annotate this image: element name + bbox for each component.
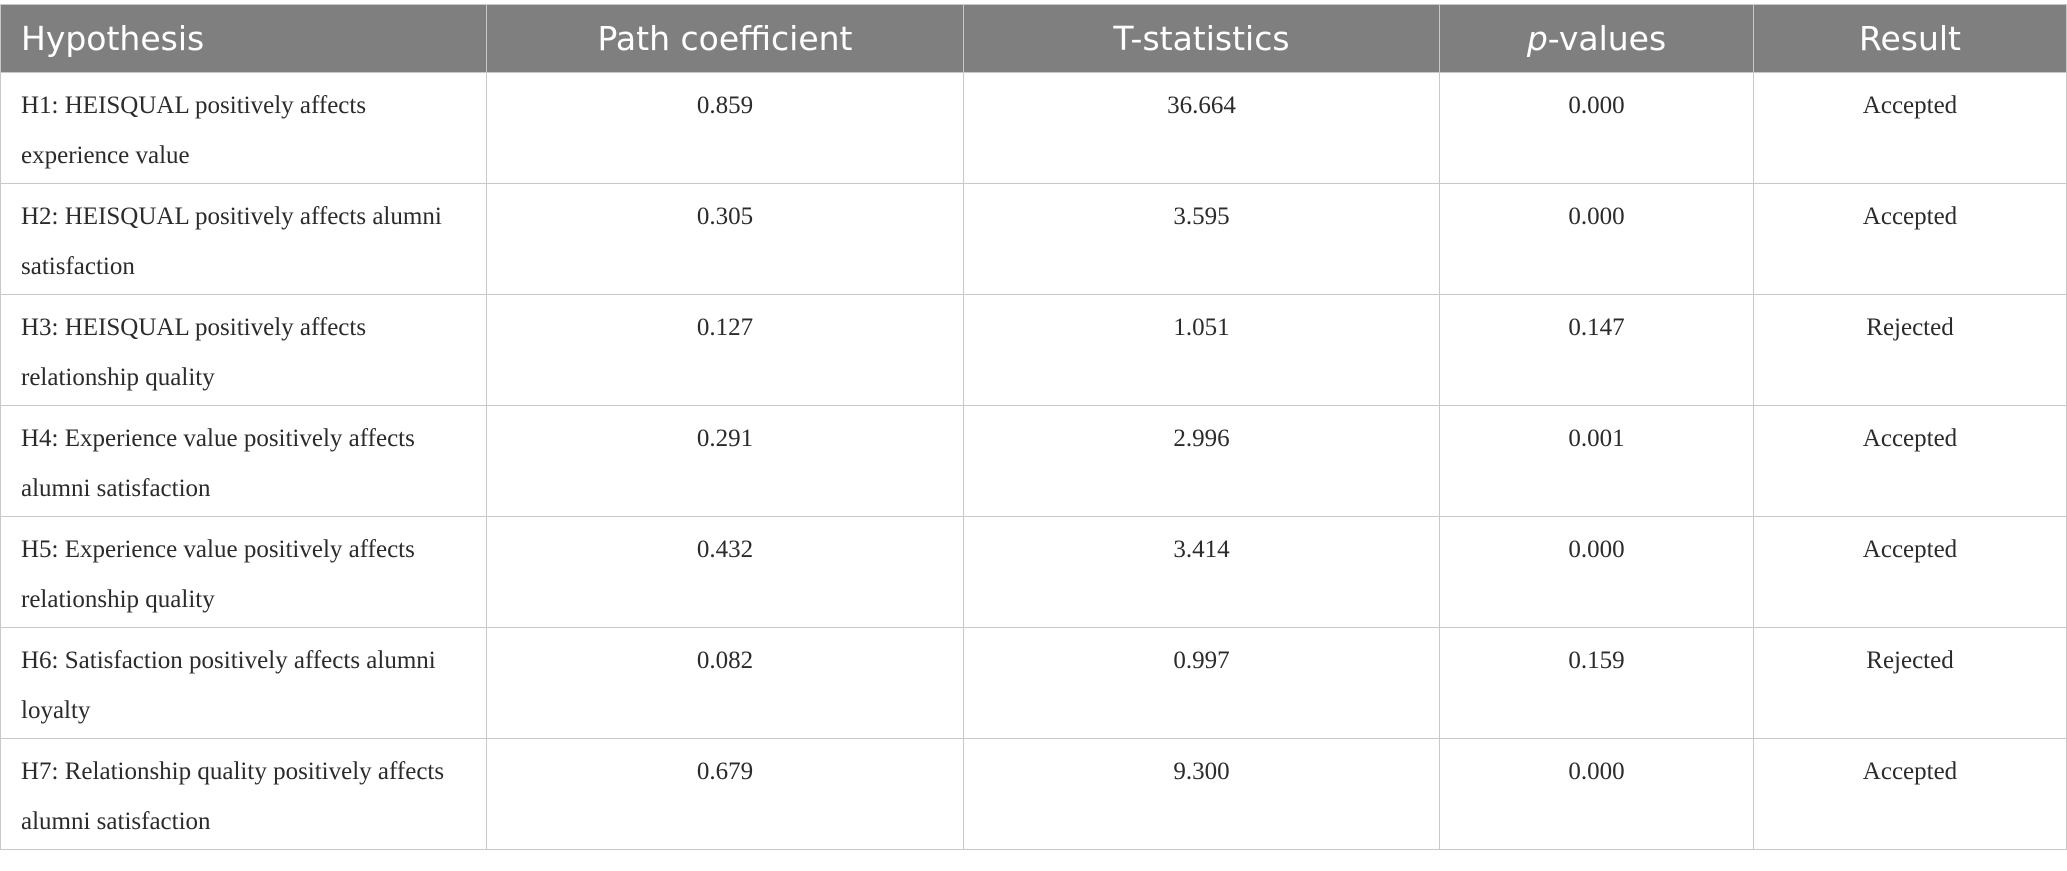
cell-t-statistics: 0.997 [963,627,1440,739]
cell-t-statistics: 2.996 [963,405,1440,517]
cell-p-value: 0.000 [1439,738,1754,850]
cell-path-coefficient: 0.127 [486,294,964,406]
table-row: H7: Relationship quality positively affe… [0,738,2067,850]
cell-p-value: 0.000 [1439,183,1754,295]
table-row: H1: HEISQUAL positively affects experien… [0,72,2067,184]
cell-t-statistics: 3.595 [963,183,1440,295]
table-row: H4: Experience value positively affects … [0,405,2067,517]
table-row: H2: HEISQUAL positively affects alumni s… [0,183,2067,295]
cell-path-coefficient: 0.432 [486,516,964,628]
header-path-coefficient: Path coefficient [486,4,964,73]
table-header-row: Hypothesis Path coefficient T-statistics… [0,4,2067,73]
cell-result: Rejected [1753,294,2067,406]
header-hypothesis: Hypothesis [0,4,487,73]
cell-t-statistics: 9.300 [963,738,1440,850]
cell-result: Accepted [1753,516,2067,628]
table-row: H3: HEISQUAL positively affects relation… [0,294,2067,406]
header-p-values: p-values [1439,4,1754,73]
cell-hypothesis: H6: Satisfaction positively affects alum… [0,627,487,739]
header-t-statistics: T-statistics [963,4,1440,73]
cell-path-coefficient: 0.679 [486,738,964,850]
table-row: H5: Experience value positively affects … [0,516,2067,628]
cell-hypothesis: H2: HEISQUAL positively affects alumni s… [0,183,487,295]
cell-path-coefficient: 0.082 [486,627,964,739]
cell-p-value: 0.000 [1439,516,1754,628]
cell-t-statistics: 36.664 [963,72,1440,184]
table-row: H6: Satisfaction positively affects alum… [0,627,2067,739]
cell-p-value: 0.000 [1439,72,1754,184]
cell-hypothesis: H1: HEISQUAL positively affects experien… [0,72,487,184]
cell-t-statistics: 1.051 [963,294,1440,406]
header-p-suffix: -values [1547,19,1667,58]
cell-p-value: 0.159 [1439,627,1754,739]
cell-result: Accepted [1753,738,2067,850]
cell-result: Accepted [1753,405,2067,517]
cell-hypothesis: H4: Experience value positively affects … [0,405,487,517]
header-p-italic: p [1526,19,1548,58]
cell-path-coefficient: 0.859 [486,72,964,184]
cell-result: Accepted [1753,72,2067,184]
cell-t-statistics: 3.414 [963,516,1440,628]
cell-result: Accepted [1753,183,2067,295]
hypothesis-results-table: Hypothesis Path coefficient T-statistics… [0,4,2067,850]
cell-p-value: 0.147 [1439,294,1754,406]
cell-hypothesis: H7: Relationship quality positively affe… [0,738,487,850]
cell-hypothesis: H3: HEISQUAL positively affects relation… [0,294,487,406]
header-result: Result [1753,4,2067,73]
cell-path-coefficient: 0.305 [486,183,964,295]
cell-path-coefficient: 0.291 [486,405,964,517]
cell-p-value: 0.001 [1439,405,1754,517]
cell-hypothesis: H5: Experience value positively affects … [0,516,487,628]
cell-result: Rejected [1753,627,2067,739]
